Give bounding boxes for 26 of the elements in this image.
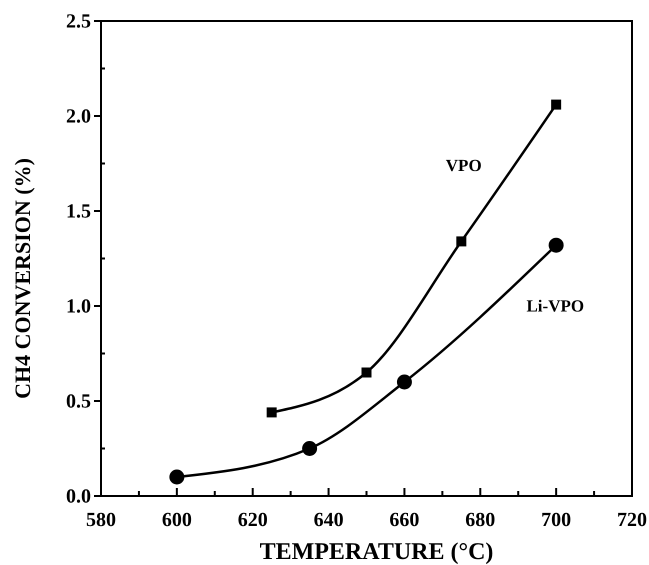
point — [362, 368, 372, 378]
y-tick-label: 2.0 — [66, 105, 91, 128]
y-tick-label: 1.0 — [66, 295, 91, 318]
x-tick-label: 680 — [465, 509, 496, 531]
x-tick-label: 640 — [314, 509, 344, 531]
series-label: Li-VPO — [526, 296, 584, 316]
point — [456, 236, 466, 246]
x-tick-label: 660 — [389, 509, 420, 531]
point — [169, 470, 184, 484]
series-label: VPO — [446, 156, 482, 175]
point — [396, 374, 412, 390]
point — [266, 407, 277, 418]
x-tick-label: 600 — [162, 509, 192, 531]
y-tick-label: 1.5 — [66, 200, 91, 222]
x-tick-label: 700 — [541, 509, 572, 531]
y-tick-label: 0.5 — [66, 390, 91, 412]
point — [548, 238, 564, 253]
y-axis-title: CH4 CONVERSION (%) — [10, 158, 35, 399]
x-tick-label: 620 — [238, 509, 268, 531]
point — [551, 100, 562, 110]
text: 0.0 — [66, 485, 91, 508]
x-tick-label: 720 — [617, 509, 647, 531]
x-tick-label: 580 — [86, 509, 116, 531]
x-axis-title: TEMPERATURE (°C) — [260, 539, 494, 565]
point — [302, 441, 318, 456]
y-tick-label: 2.5 — [66, 10, 91, 32]
